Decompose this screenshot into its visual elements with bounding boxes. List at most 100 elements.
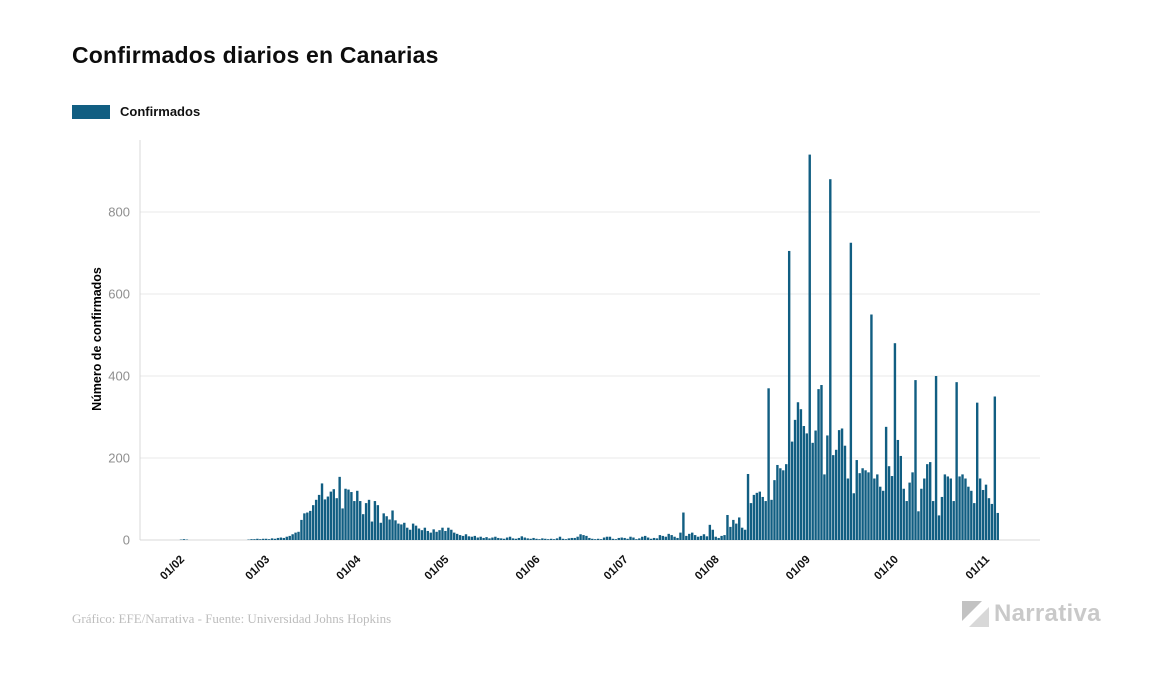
bar xyxy=(911,472,914,540)
bar xyxy=(808,154,811,540)
bar xyxy=(370,521,374,540)
x-tick-label: 01/10 xyxy=(872,554,901,583)
legend: Confirmados xyxy=(72,104,200,119)
bar xyxy=(273,538,277,540)
bar xyxy=(846,478,850,540)
bar xyxy=(547,539,550,540)
bar xyxy=(943,474,947,540)
bar xyxy=(435,531,438,540)
narrativa-logo-text: Narrativa xyxy=(994,600,1101,627)
bar xyxy=(350,492,353,540)
bar xyxy=(376,505,380,540)
bar xyxy=(823,474,826,540)
bar xyxy=(491,537,494,540)
bar xyxy=(661,535,665,540)
bar xyxy=(276,537,280,540)
bar xyxy=(570,537,573,540)
bar xyxy=(285,536,288,540)
bar xyxy=(761,496,764,540)
bar xyxy=(467,536,471,540)
bar xyxy=(984,484,988,540)
bar xyxy=(949,478,952,540)
bar xyxy=(426,530,429,540)
bar xyxy=(973,503,976,540)
bar xyxy=(673,536,676,540)
bar xyxy=(940,496,944,540)
bar xyxy=(582,535,585,540)
bar xyxy=(461,535,465,540)
narrativa-logo: Narrativa xyxy=(962,600,1101,628)
bar xyxy=(720,535,723,540)
bar xyxy=(705,536,709,540)
bar xyxy=(855,460,858,540)
bar xyxy=(561,538,565,540)
bar xyxy=(802,426,806,540)
bar xyxy=(758,491,761,540)
y-tick-label: 200 xyxy=(108,451,130,466)
bar xyxy=(961,474,964,540)
bar xyxy=(361,514,365,540)
narrativa-logo-icon xyxy=(962,600,989,627)
bar xyxy=(605,536,609,540)
bar xyxy=(535,538,538,540)
bar xyxy=(602,537,606,540)
bar xyxy=(364,503,368,540)
x-tick-label: 01/06 xyxy=(514,554,543,583)
bar xyxy=(682,512,685,540)
bar xyxy=(523,537,526,540)
bar xyxy=(312,505,315,540)
bar xyxy=(738,517,741,540)
bar xyxy=(579,534,582,540)
bar xyxy=(723,535,726,540)
bar xyxy=(764,501,767,540)
bar xyxy=(649,538,653,540)
bar xyxy=(444,530,447,540)
bar xyxy=(614,539,618,540)
bar xyxy=(505,537,509,540)
bar xyxy=(379,522,382,540)
bar xyxy=(332,489,335,540)
x-tick-label: 01/07 xyxy=(602,554,631,583)
bar xyxy=(294,532,297,540)
bar xyxy=(588,537,591,540)
bar xyxy=(664,536,667,540)
bar xyxy=(259,539,262,540)
bar xyxy=(282,537,286,540)
bar xyxy=(482,537,485,540)
bar xyxy=(382,513,385,540)
bar xyxy=(770,499,773,540)
y-tick-label: 0 xyxy=(123,533,130,548)
x-tick-label: 01/02 xyxy=(158,554,187,583)
bar xyxy=(629,536,632,540)
bar xyxy=(708,524,712,540)
bar xyxy=(652,537,656,540)
bar xyxy=(485,537,488,540)
bar xyxy=(693,535,697,540)
bar xyxy=(820,385,823,540)
bar xyxy=(890,476,894,540)
bar xyxy=(297,531,300,540)
bar xyxy=(397,523,400,540)
bar xyxy=(670,535,673,540)
bar xyxy=(611,538,615,540)
bar xyxy=(799,409,803,540)
bar xyxy=(861,468,864,540)
bar xyxy=(476,537,479,540)
bar xyxy=(599,539,603,540)
bar xyxy=(811,442,814,540)
bar xyxy=(920,488,923,540)
bar xyxy=(597,538,600,540)
bar xyxy=(685,535,688,540)
bar xyxy=(555,538,559,540)
legend-label: Confirmados xyxy=(120,104,201,119)
bar xyxy=(300,519,303,540)
bar xyxy=(414,525,418,540)
bar xyxy=(558,536,562,540)
bar xyxy=(591,538,594,540)
bar xyxy=(858,473,861,540)
bar xyxy=(679,532,682,540)
bar xyxy=(990,503,994,540)
bar xyxy=(373,501,377,540)
bar xyxy=(790,441,794,540)
